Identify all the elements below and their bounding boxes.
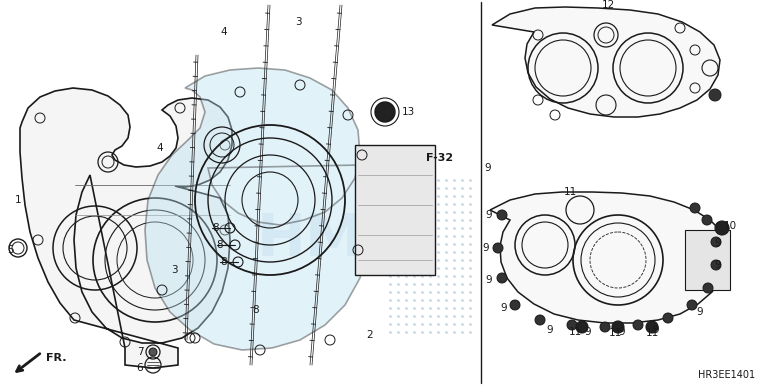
- Circle shape: [663, 313, 673, 323]
- Text: 9: 9: [486, 210, 492, 220]
- Text: 9: 9: [653, 325, 659, 335]
- Text: 3: 3: [295, 17, 301, 27]
- Text: 12: 12: [601, 0, 614, 10]
- Text: 3: 3: [171, 265, 178, 275]
- Text: 9: 9: [483, 243, 489, 253]
- Text: 8: 8: [253, 305, 259, 315]
- Circle shape: [646, 321, 658, 333]
- Text: 4: 4: [157, 143, 163, 153]
- Text: 8: 8: [213, 223, 219, 233]
- Circle shape: [690, 203, 700, 213]
- Text: 9: 9: [584, 327, 591, 337]
- Text: 11: 11: [568, 327, 581, 337]
- Text: 5: 5: [7, 245, 13, 255]
- Text: 9: 9: [619, 327, 625, 337]
- Text: 10: 10: [724, 221, 737, 231]
- Text: HR3EE1401: HR3EE1401: [698, 370, 755, 380]
- Text: 9: 9: [484, 163, 491, 173]
- Circle shape: [600, 322, 610, 332]
- Circle shape: [576, 321, 588, 333]
- Text: 8: 8: [217, 240, 223, 250]
- Text: 11: 11: [564, 187, 577, 197]
- Text: 7: 7: [137, 347, 143, 357]
- Text: 8: 8: [221, 257, 228, 267]
- Text: 9: 9: [697, 307, 704, 317]
- Text: F-32: F-32: [427, 153, 454, 163]
- Circle shape: [497, 210, 507, 220]
- Text: 9: 9: [547, 325, 554, 335]
- Circle shape: [510, 300, 520, 310]
- Circle shape: [702, 215, 712, 225]
- Circle shape: [497, 273, 507, 283]
- Text: 9: 9: [714, 260, 721, 270]
- Circle shape: [711, 260, 721, 270]
- Text: HM: HM: [257, 211, 364, 268]
- Text: 6: 6: [137, 363, 143, 373]
- Polygon shape: [355, 145, 435, 275]
- Polygon shape: [490, 192, 728, 323]
- Circle shape: [567, 320, 577, 330]
- Polygon shape: [492, 7, 720, 117]
- Circle shape: [149, 348, 157, 356]
- Polygon shape: [20, 88, 232, 368]
- Text: 9: 9: [501, 303, 508, 313]
- Circle shape: [535, 315, 545, 325]
- Circle shape: [687, 300, 697, 310]
- Text: 2: 2: [367, 330, 373, 340]
- Text: FR.: FR.: [46, 353, 66, 363]
- Text: 9: 9: [714, 238, 721, 248]
- Text: 1: 1: [15, 195, 22, 205]
- Circle shape: [711, 237, 721, 247]
- Text: 11: 11: [645, 328, 658, 338]
- Text: 9: 9: [486, 275, 492, 285]
- Text: 4: 4: [221, 27, 228, 37]
- Circle shape: [709, 89, 721, 101]
- Circle shape: [703, 283, 713, 293]
- Polygon shape: [685, 230, 730, 290]
- Circle shape: [493, 243, 503, 253]
- Text: 11: 11: [608, 328, 621, 338]
- Circle shape: [715, 221, 729, 235]
- Circle shape: [633, 320, 643, 330]
- Circle shape: [612, 321, 624, 333]
- Text: 13: 13: [401, 107, 414, 117]
- Circle shape: [375, 102, 395, 122]
- Polygon shape: [145, 68, 370, 350]
